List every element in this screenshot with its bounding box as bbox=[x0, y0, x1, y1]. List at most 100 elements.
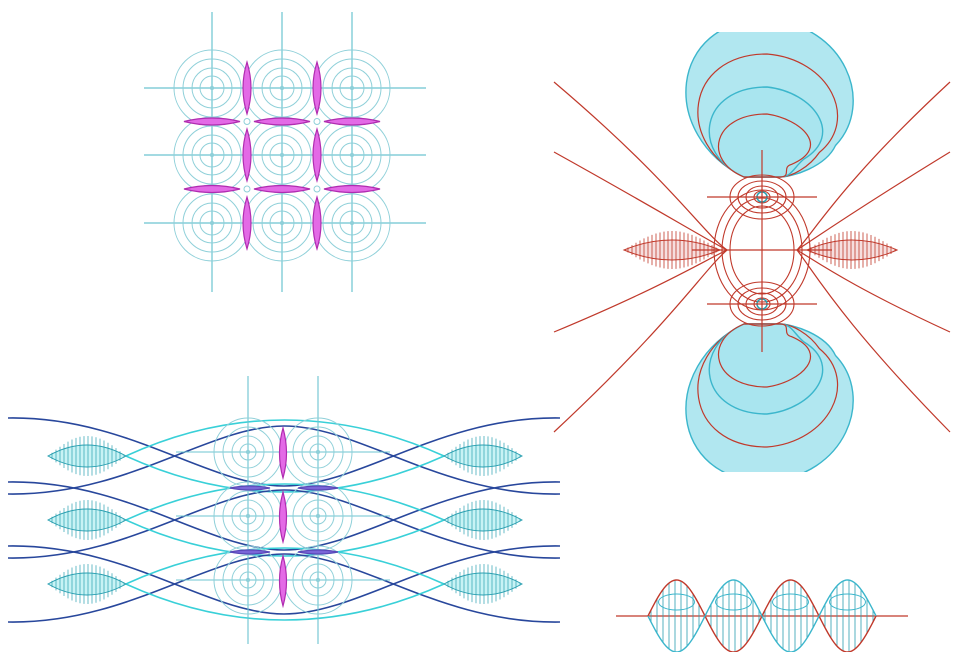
violet-lens bbox=[229, 485, 271, 491]
hatched-wave-lobe bbox=[442, 436, 524, 476]
ring-center bbox=[209, 220, 215, 226]
ring bbox=[231, 435, 265, 469]
dark-wave bbox=[8, 545, 560, 615]
hatched-wave-lobe bbox=[46, 564, 128, 604]
ring bbox=[269, 142, 295, 168]
ring bbox=[269, 75, 295, 101]
ring bbox=[222, 490, 274, 542]
ring bbox=[222, 554, 274, 606]
lobe-outline bbox=[46, 444, 128, 468]
lobe-outline bbox=[442, 444, 524, 468]
magenta-lens bbox=[312, 59, 322, 117]
contour-lobe bbox=[718, 113, 812, 178]
lattice-node-marker bbox=[313, 118, 321, 125]
dark-wave bbox=[8, 425, 560, 495]
ring-center bbox=[279, 220, 285, 226]
ring-center bbox=[245, 449, 251, 455]
lattice-node-marker bbox=[243, 185, 251, 193]
ring bbox=[301, 435, 335, 469]
magenta-lens bbox=[242, 126, 252, 184]
magenta-lens bbox=[183, 184, 241, 194]
ring bbox=[239, 571, 257, 589]
ring bbox=[239, 443, 257, 461]
magenta-lens bbox=[323, 184, 381, 194]
lattice-node-marker bbox=[243, 118, 251, 125]
ring bbox=[309, 571, 327, 589]
ring bbox=[222, 426, 274, 478]
dark-wave bbox=[8, 489, 560, 559]
wave-band-diagram bbox=[8, 376, 560, 644]
ring bbox=[199, 210, 225, 236]
ring bbox=[231, 499, 265, 533]
ring bbox=[301, 499, 335, 533]
lobe-ellipse bbox=[772, 593, 809, 611]
ring-center bbox=[209, 85, 215, 91]
field-line bbox=[796, 151, 951, 251]
hatched-wave-lobe bbox=[46, 436, 128, 476]
sine-wave-mirror bbox=[647, 579, 877, 652]
ring-center bbox=[279, 152, 285, 158]
violet-lens bbox=[297, 549, 339, 555]
ring bbox=[261, 67, 303, 109]
ring bbox=[182, 125, 242, 185]
ring-center bbox=[315, 513, 321, 519]
ring bbox=[339, 142, 365, 168]
field-line bbox=[553, 249, 728, 333]
ring-center bbox=[349, 85, 355, 91]
ring bbox=[309, 507, 327, 525]
magenta-lens bbox=[183, 117, 241, 126]
hatched-wave-lobe bbox=[442, 564, 524, 604]
lobe-outline bbox=[442, 572, 524, 596]
dark-wave bbox=[8, 417, 560, 487]
ring-center bbox=[315, 577, 321, 583]
ring-center bbox=[315, 449, 321, 455]
ring bbox=[339, 210, 365, 236]
dark-wave bbox=[8, 553, 560, 623]
dipole-field-diagram bbox=[553, 32, 951, 472]
violet-lens bbox=[297, 485, 339, 491]
ring bbox=[292, 554, 344, 606]
ring bbox=[252, 125, 312, 185]
magenta-lens bbox=[242, 59, 252, 117]
ring-center bbox=[279, 85, 285, 91]
magenta-lens bbox=[253, 184, 311, 194]
ring bbox=[252, 193, 312, 253]
magenta-lens bbox=[312, 194, 322, 252]
sine-envelope-diagram bbox=[616, 579, 908, 652]
magenta-lens bbox=[323, 117, 381, 126]
ring bbox=[269, 210, 295, 236]
field-line bbox=[796, 81, 951, 251]
field-line bbox=[796, 249, 951, 433]
lobe-outline bbox=[805, 239, 899, 261]
magenta-lens bbox=[242, 194, 252, 252]
ring bbox=[191, 202, 233, 244]
ring bbox=[182, 193, 242, 253]
ring bbox=[231, 563, 265, 597]
dark-wave bbox=[8, 481, 560, 551]
ring-center bbox=[209, 152, 215, 158]
ring bbox=[261, 134, 303, 176]
contour-lobe bbox=[718, 323, 812, 388]
field-line bbox=[553, 249, 728, 433]
ring bbox=[191, 134, 233, 176]
ring bbox=[331, 67, 373, 109]
magenta-lens bbox=[312, 126, 322, 184]
ring bbox=[331, 202, 373, 244]
contour-lobe bbox=[708, 86, 824, 178]
lobe-ellipse bbox=[658, 593, 695, 611]
ring bbox=[322, 125, 382, 185]
violet-lens bbox=[229, 549, 271, 555]
magenta-lens bbox=[278, 553, 288, 609]
ring-center bbox=[245, 513, 251, 519]
contour-lobe bbox=[697, 323, 839, 448]
ring bbox=[292, 426, 344, 478]
ring bbox=[191, 67, 233, 109]
lobe-ellipse bbox=[829, 593, 866, 611]
ring bbox=[292, 490, 344, 542]
field-line bbox=[553, 151, 728, 251]
ring bbox=[339, 75, 365, 101]
contour-lobe bbox=[697, 53, 839, 178]
lobe-outline bbox=[442, 508, 524, 532]
lattice-node-marker bbox=[313, 185, 321, 193]
ring bbox=[331, 134, 373, 176]
